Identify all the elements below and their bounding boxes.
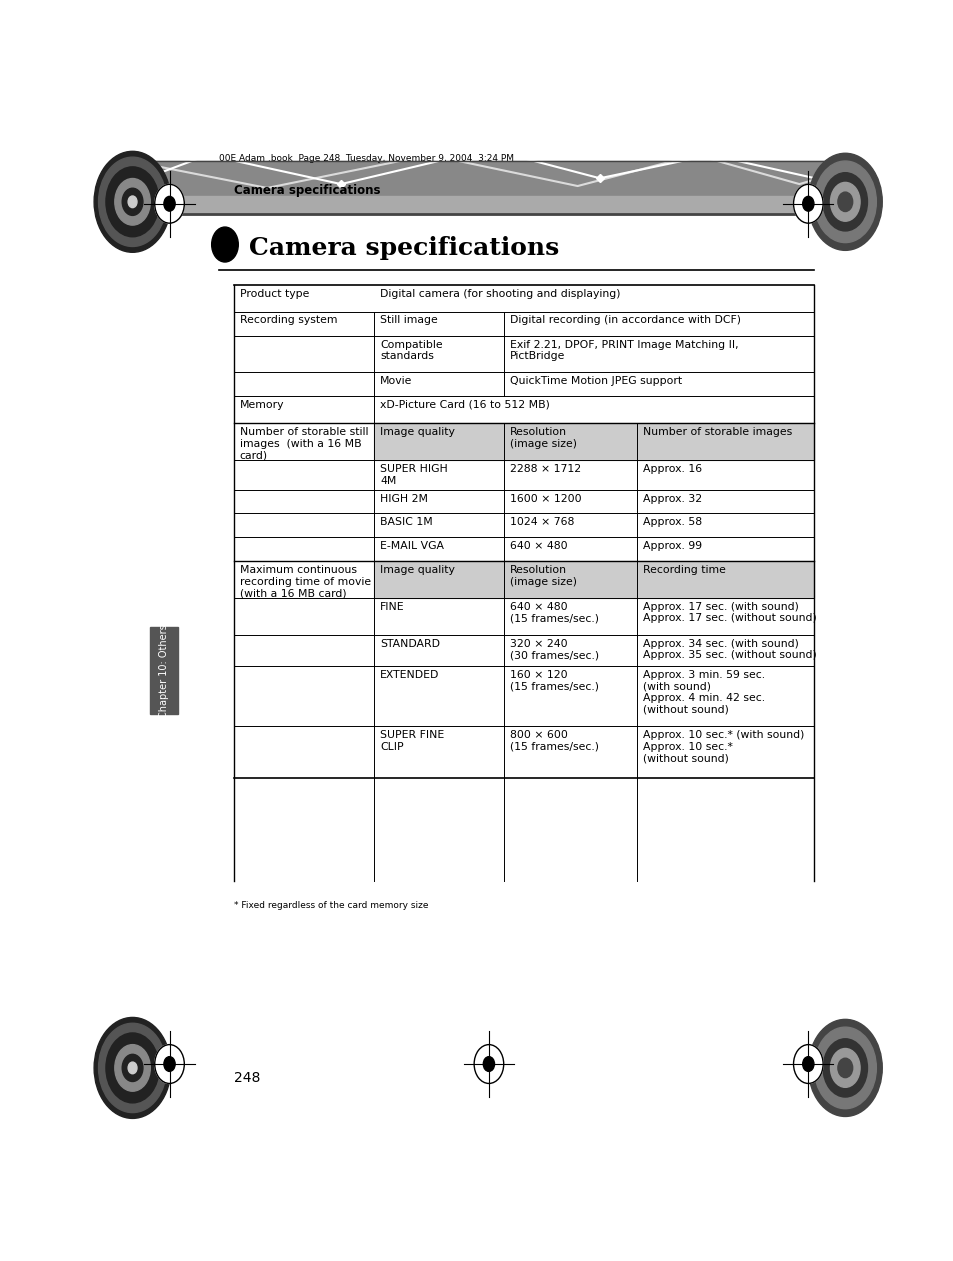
Text: Camera specifications: Camera specifications: [233, 184, 380, 197]
Circle shape: [164, 197, 175, 211]
Text: E-MAIL VGA: E-MAIL VGA: [380, 541, 444, 551]
Text: Camera specifications: Camera specifications: [249, 236, 558, 261]
Text: 00E Adam .book  Page 248  Tuesday, November 9, 2004  3:24 PM: 00E Adam .book Page 248 Tuesday, Novembe…: [219, 154, 514, 163]
Text: 1024 × 768: 1024 × 768: [509, 517, 574, 527]
Text: SUPER HIGH
4M: SUPER HIGH 4M: [380, 464, 448, 485]
Text: 640 × 480: 640 × 480: [509, 541, 567, 551]
Circle shape: [830, 183, 860, 221]
Circle shape: [822, 173, 866, 231]
Text: HIGH 2M: HIGH 2M: [380, 494, 428, 504]
Text: 248: 248: [233, 1071, 260, 1084]
Text: * Fixed regardless of the card memory size: * Fixed regardless of the card memory si…: [233, 900, 428, 910]
Circle shape: [837, 1058, 852, 1078]
Circle shape: [837, 192, 852, 212]
Bar: [233, 285, 813, 881]
Text: Approx. 58: Approx. 58: [642, 517, 701, 527]
Text: Product type: Product type: [239, 289, 309, 299]
Text: Approx. 17 sec. (with sound)
Approx. 17 sec. (without sound): Approx. 17 sec. (with sound) Approx. 17 …: [642, 601, 816, 623]
Text: Compatible
standards: Compatible standards: [380, 339, 442, 362]
Text: 320 × 240
(30 frames/sec.): 320 × 240 (30 frames/sec.): [509, 639, 598, 661]
Text: Approx. 3 min. 59 sec.
(with sound)
Approx. 4 min. 42 sec.
(without sound): Approx. 3 min. 59 sec. (with sound) Appr…: [642, 670, 764, 715]
Circle shape: [813, 161, 876, 242]
Circle shape: [94, 151, 171, 252]
Bar: [151, 627, 178, 715]
Circle shape: [483, 1057, 494, 1072]
Circle shape: [813, 1028, 876, 1108]
Text: Approx. 99: Approx. 99: [642, 541, 701, 551]
Circle shape: [807, 1019, 882, 1116]
Text: Digital camera (for shooting and displaying): Digital camera (for shooting and display…: [380, 289, 620, 299]
Circle shape: [98, 1023, 167, 1112]
Text: 2288 × 1712: 2288 × 1712: [509, 464, 580, 474]
Circle shape: [98, 158, 167, 246]
Text: Approx. 34 sec. (with sound)
Approx. 35 sec. (without sound): Approx. 34 sec. (with sound) Approx. 35 …: [642, 639, 816, 661]
Text: 1600 × 1200: 1600 × 1200: [509, 494, 580, 504]
Circle shape: [801, 1057, 813, 1072]
Text: Resolution
(image size): Resolution (image size): [509, 565, 576, 586]
Text: Approx. 16: Approx. 16: [642, 464, 701, 474]
Circle shape: [474, 1044, 503, 1083]
Bar: [374, 561, 813, 598]
Circle shape: [122, 1054, 143, 1082]
Text: Recording system: Recording system: [239, 315, 337, 325]
Circle shape: [793, 184, 822, 223]
Text: Digital recording (in accordance with DCF): Digital recording (in accordance with DC…: [509, 315, 740, 325]
Text: STANDARD: STANDARD: [380, 639, 439, 648]
Bar: [119, 195, 858, 214]
Bar: [374, 424, 813, 460]
Circle shape: [154, 1044, 184, 1083]
Circle shape: [106, 1033, 159, 1103]
Text: EXTENDED: EXTENDED: [380, 670, 439, 680]
Text: Image quality: Image quality: [380, 565, 455, 575]
Text: Memory: Memory: [239, 400, 284, 410]
Text: 800 × 600
(15 frames/sec.): 800 × 600 (15 frames/sec.): [509, 730, 598, 752]
Circle shape: [212, 227, 238, 262]
Text: Approx. 32: Approx. 32: [642, 494, 701, 504]
Circle shape: [164, 1057, 175, 1072]
Circle shape: [154, 184, 184, 223]
Circle shape: [128, 1062, 137, 1074]
Circle shape: [106, 166, 159, 237]
Circle shape: [94, 1018, 171, 1119]
Text: Chapter 10: Others: Chapter 10: Others: [159, 624, 170, 718]
Text: FINE: FINE: [380, 601, 404, 612]
Text: Image quality: Image quality: [380, 427, 455, 438]
Circle shape: [801, 197, 813, 211]
Text: Recording time: Recording time: [642, 565, 725, 575]
Text: Maximum continuous
recording time of movie
(with a 16 MB card): Maximum continuous recording time of mov…: [239, 565, 371, 598]
Text: 640 × 480
(15 frames/sec.): 640 × 480 (15 frames/sec.): [509, 601, 598, 623]
Circle shape: [128, 195, 137, 208]
Text: xD-Picture Card (16 to 512 MB): xD-Picture Card (16 to 512 MB): [380, 400, 550, 410]
Circle shape: [830, 1048, 860, 1087]
Circle shape: [793, 1044, 822, 1083]
Text: 160 × 120
(15 frames/sec.): 160 × 120 (15 frames/sec.): [509, 670, 598, 691]
Circle shape: [822, 1039, 866, 1097]
Circle shape: [807, 154, 882, 251]
Circle shape: [114, 179, 151, 226]
Text: SUPER FINE
CLIP: SUPER FINE CLIP: [380, 730, 444, 752]
Text: Exif 2.21, DPOF, PRINT Image Matching II,
PictBridge: Exif 2.21, DPOF, PRINT Image Matching II…: [509, 339, 738, 362]
Text: Number of storable images: Number of storable images: [642, 427, 791, 438]
Text: QuickTime Motion JPEG support: QuickTime Motion JPEG support: [509, 376, 681, 386]
Text: Number of storable still
images  (with a 16 MB
card): Number of storable still images (with a …: [239, 427, 368, 460]
Circle shape: [114, 1044, 151, 1091]
Circle shape: [122, 188, 143, 216]
Text: Resolution
(image size): Resolution (image size): [509, 427, 576, 449]
Text: Approx. 10 sec.* (with sound)
Approx. 10 sec.*
(without sound): Approx. 10 sec.* (with sound) Approx. 10…: [642, 730, 803, 763]
Text: Movie: Movie: [380, 376, 413, 386]
Text: BASIC 1M: BASIC 1M: [380, 517, 433, 527]
Bar: [119, 161, 858, 195]
Text: Still image: Still image: [380, 315, 437, 325]
